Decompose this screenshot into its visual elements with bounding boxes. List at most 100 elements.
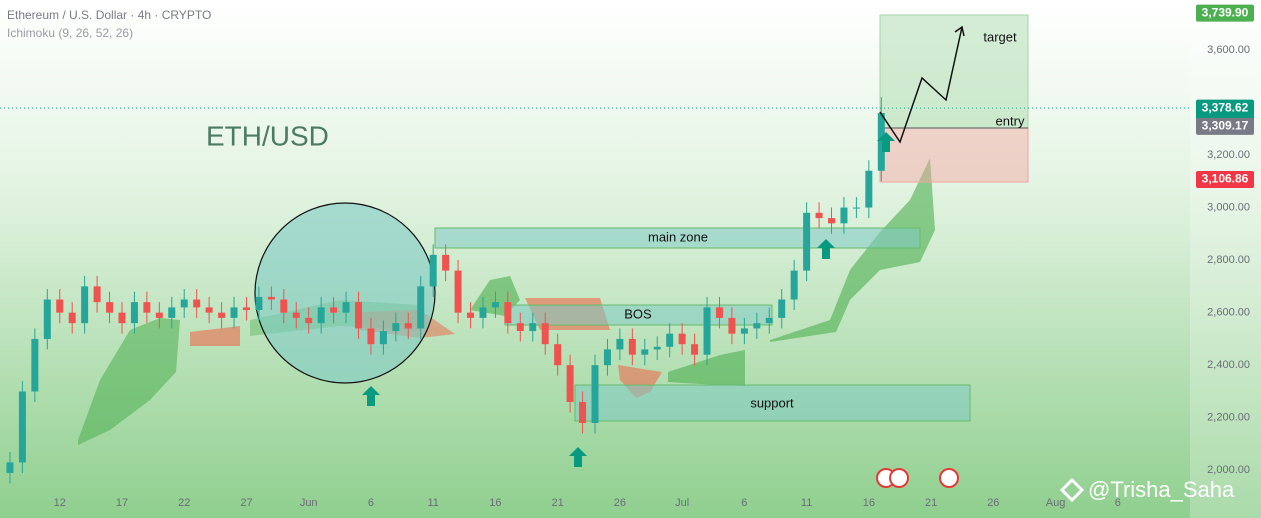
- x-tick-label: Jun: [300, 497, 318, 509]
- price-tag-label: 3,378.62: [1202, 100, 1249, 114]
- event-icon: [889, 468, 909, 488]
- x-tick-label: Jul: [675, 497, 689, 509]
- highlight-circle: [254, 202, 436, 384]
- candle-body: [56, 299, 64, 313]
- candle-body: [691, 344, 699, 355]
- candle-body: [491, 302, 499, 308]
- y-tick-label: 2,000.00: [1207, 464, 1250, 476]
- candle-body: [292, 312, 300, 318]
- price-tag-label: 3,739.90: [1202, 5, 1249, 19]
- candle-body: [803, 212, 811, 271]
- candle-body: [666, 333, 674, 347]
- candle-body: [367, 328, 375, 345]
- support-zone: [574, 384, 971, 422]
- x-tick-label: 6: [368, 497, 374, 509]
- candle-body: [317, 307, 325, 324]
- target-label: target: [983, 29, 1017, 44]
- candle-body: [193, 299, 201, 308]
- candle-body: [242, 307, 250, 311]
- x-tick-label: 6: [741, 497, 747, 509]
- candle-body: [678, 333, 686, 345]
- candle-body: [417, 286, 425, 329]
- candle-body: [267, 296, 275, 300]
- watermark-text: @Trisha_Saha: [1088, 477, 1235, 502]
- candles: [6, 97, 885, 484]
- up-arrow: [877, 132, 895, 152]
- candle-body: [641, 349, 649, 355]
- main-zone: [434, 227, 921, 249]
- candle-body: [43, 299, 51, 339]
- y-tick-label: 3,000.00: [1207, 201, 1250, 213]
- up-arrow: [817, 239, 835, 259]
- candle-body: [815, 212, 823, 219]
- x-tick-label: 26: [987, 497, 999, 509]
- price-tag: [1196, 170, 1254, 188]
- price-tag: [1196, 4, 1254, 22]
- watermark-logo: [1059, 477, 1085, 503]
- candle-body: [479, 307, 487, 318]
- candle-body: [715, 307, 723, 318]
- y-tick-label: 2,200.00: [1207, 412, 1250, 424]
- y-tick-label: 2,800.00: [1207, 254, 1250, 266]
- candle-body: [354, 302, 362, 329]
- candle-body: [31, 338, 39, 392]
- candle-body: [404, 323, 412, 329]
- support-label: support: [750, 395, 794, 410]
- candle-body: [778, 299, 786, 318]
- candle-body: [330, 307, 338, 313]
- entry-label: entry: [996, 113, 1025, 128]
- candle-body: [118, 312, 126, 324]
- candle-body: [168, 307, 176, 318]
- price-tag-label: 3,106.86: [1202, 172, 1249, 186]
- candle-body: [130, 302, 138, 324]
- candle-body: [205, 307, 213, 313]
- chart-title: Ethereum / U.S. Dollar · 4h · CRYPTO: [7, 8, 211, 22]
- x-tick-label: 11: [427, 497, 438, 509]
- event-icons: [876, 468, 959, 488]
- candle-body: [454, 270, 462, 313]
- candle-body: [753, 323, 761, 329]
- y-tick-label: 2,400.00: [1207, 359, 1250, 371]
- candle-body: [504, 302, 512, 324]
- candle-body: [442, 254, 450, 271]
- candle-body: [280, 299, 288, 313]
- price-tag: [1196, 117, 1254, 135]
- candle-body: [392, 323, 400, 332]
- candle-body: [603, 349, 611, 366]
- candle-body: [616, 338, 624, 350]
- cloud-area: [668, 350, 745, 386]
- candle-body: [653, 346, 661, 350]
- candle-body: [6, 462, 14, 473]
- candle-body: [143, 302, 151, 313]
- candle-body: [591, 365, 599, 424]
- y-tick-label: 3,600.00: [1207, 44, 1250, 56]
- arrows: [362, 132, 895, 467]
- main-zone-label: main zone: [648, 229, 708, 244]
- bos-label: BOS: [624, 306, 652, 321]
- candle-body: [740, 328, 748, 334]
- candle-body: [81, 286, 89, 324]
- indicator-label: Ichimoku (9, 26, 52, 26): [7, 26, 133, 40]
- candle-body: [516, 323, 524, 332]
- candle-body: [628, 338, 636, 355]
- candle-body: [579, 401, 587, 424]
- candle-body: [106, 302, 114, 313]
- up-arrow: [569, 447, 587, 467]
- candle-body: [554, 344, 562, 366]
- stop-zone: [879, 127, 1029, 183]
- price-axis: [1190, 0, 1261, 518]
- candle-body: [379, 331, 387, 345]
- y-tick-label: 2,600.00: [1207, 307, 1250, 319]
- candle-body: [728, 317, 736, 334]
- candle-body: [852, 207, 860, 209]
- candle-body: [180, 299, 188, 308]
- candle-body: [93, 286, 101, 303]
- projection-arrowhead: [954, 25, 965, 37]
- candle-body: [703, 307, 711, 355]
- candle-body: [566, 365, 574, 402]
- y-tick-label: 3,200.00: [1207, 149, 1250, 161]
- x-tick-label: 26: [614, 497, 626, 509]
- price-tag-label: 3,309.17: [1202, 119, 1249, 133]
